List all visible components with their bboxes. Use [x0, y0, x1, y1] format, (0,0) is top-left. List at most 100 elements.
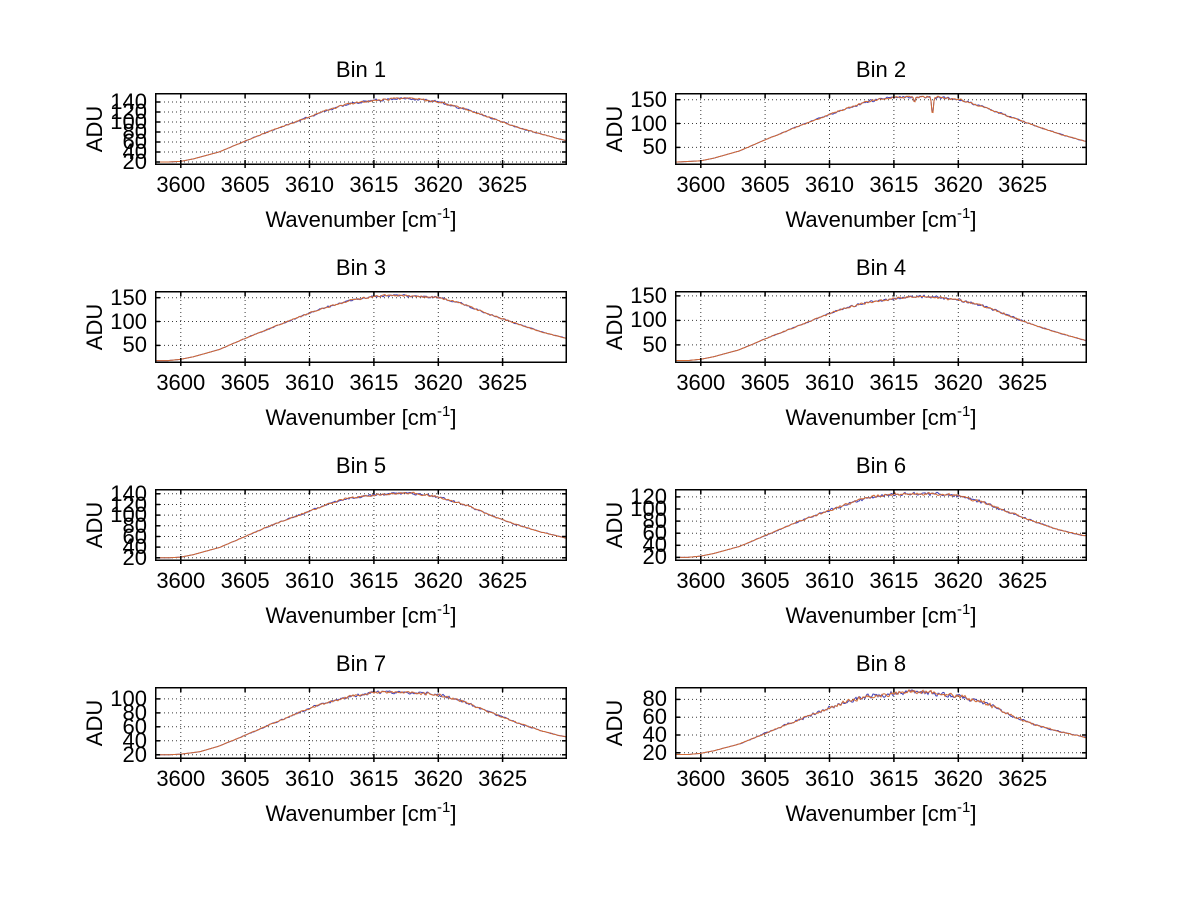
axis-ticks: [675, 489, 1087, 564]
x-axis-label-text: ]: [450, 405, 457, 430]
subplot-title: Bin 2: [855, 57, 907, 82]
subplot-title: Bin 1: [335, 57, 387, 82]
y-tick-label: 50: [642, 331, 667, 357]
y-tick-label: 20: [122, 741, 147, 767]
axis-ticks: [155, 291, 567, 366]
gridlines: [676, 490, 1086, 560]
axis-ticks: [675, 291, 1087, 366]
y-tick-label: 80: [122, 119, 147, 144]
x-axis-label: Wavenumber [cm-1]: [155, 403, 567, 431]
x-tick-label: 3620: [933, 766, 983, 791]
subplot-title: Bin 5: [335, 453, 387, 478]
gridlines: [676, 688, 1086, 758]
gridlines: [156, 490, 566, 560]
x-tick-label: 3605: [740, 568, 790, 593]
x-tick-label: 3620: [413, 370, 463, 395]
x-tick-label: 3600: [676, 172, 726, 197]
x-tick-label: 3615: [869, 568, 919, 593]
x-tick-label: 3610: [805, 370, 854, 395]
y-tick-label: 120: [630, 483, 667, 509]
spectrum-trace-main: [155, 491, 567, 559]
x-axis-label-superscript: -1: [437, 601, 451, 618]
x-axis-label-text: Wavenumber [cm: [265, 801, 438, 826]
x-axis-label-superscript: -1: [437, 799, 451, 816]
gridlines: [156, 688, 566, 758]
x-tick-label: 3620: [933, 370, 983, 395]
spectrum-traces: [155, 491, 567, 559]
axes-box: [155, 489, 567, 561]
x-tick-label: 3610: [285, 568, 334, 593]
y-tick-label: 100: [110, 685, 147, 711]
x-tick-label: 3615: [349, 766, 399, 791]
spectrum-trace-under: [675, 95, 1087, 163]
y-tick-label: 120: [110, 99, 147, 124]
y-tick-label: 100: [110, 502, 147, 528]
y-tick-label: 60: [122, 129, 147, 154]
y-tick-label: 20: [642, 544, 667, 570]
x-tick-label: 3600: [156, 766, 206, 791]
y-tick-label: 20: [122, 544, 147, 570]
axis-ticks: [155, 489, 567, 564]
plot-area: [155, 489, 567, 564]
x-tick-label: 3620: [933, 568, 983, 593]
axis-ticks: [675, 687, 1087, 762]
x-tick-label: 3600: [156, 568, 206, 593]
x-tick-label: 3620: [413, 766, 463, 791]
y-tick-label: 40: [642, 722, 667, 747]
plot-area: [155, 687, 567, 762]
subplot-title: Bin 7: [335, 651, 387, 676]
spectrum-trace-main: [675, 689, 1087, 756]
x-axis-label-text: ]: [450, 207, 457, 232]
x-axis-label-superscript: -1: [437, 403, 451, 420]
subplot-title: Bin 6: [855, 453, 907, 478]
x-axis-label-text: Wavenumber [cm: [785, 405, 958, 430]
x-axis-label-text: Wavenumber [cm: [785, 207, 958, 232]
axes-box: [155, 291, 567, 363]
gridlines: [676, 292, 1086, 362]
x-tick-label: 3605: [740, 370, 790, 395]
axes-box: [675, 93, 1087, 165]
axes-box: [155, 687, 567, 759]
axis-ticks: [155, 93, 567, 168]
y-tick-label: 80: [642, 508, 667, 534]
y-tick-label: 20: [642, 739, 667, 765]
y-tick-label: 80: [122, 699, 147, 725]
y-tick-label: 120: [110, 491, 147, 517]
x-tick-label: 3610: [285, 172, 334, 197]
gridlines: [156, 94, 566, 164]
axes-box: [675, 687, 1087, 759]
spectrum-trace-main: [155, 690, 567, 756]
x-tick-label: 3620: [413, 172, 463, 197]
y-tick-label: 100: [110, 109, 147, 134]
x-tick-label: 3625: [478, 766, 528, 791]
y-tick-label: 140: [110, 480, 147, 506]
x-axis-label-text: Wavenumber [cm: [265, 405, 438, 430]
x-axis-label-superscript: -1: [957, 403, 971, 420]
y-tick-label: 40: [122, 139, 147, 164]
x-tick-label: 3625: [998, 568, 1048, 593]
y-tick-label: 20: [122, 149, 147, 174]
spectrum-traces: [155, 690, 567, 756]
axes-box: [155, 93, 567, 165]
x-tick-label: 3615: [869, 766, 919, 791]
x-axis-label: Wavenumber [cm-1]: [675, 799, 1087, 827]
y-tick-label: 60: [642, 704, 667, 730]
plot-area: [155, 291, 567, 366]
axis-ticks: [675, 93, 1087, 168]
y-tick-label: 150: [630, 282, 667, 308]
x-tick-label: 3625: [478, 568, 528, 593]
axes-box: [675, 489, 1087, 561]
x-axis-label-superscript: -1: [957, 799, 971, 816]
x-tick-label: 3600: [676, 568, 726, 593]
plot-area: [675, 489, 1087, 564]
x-axis-label-text: ]: [970, 603, 977, 628]
x-axis-label: Wavenumber [cm-1]: [155, 205, 567, 233]
y-tick-label: 50: [122, 332, 147, 358]
gridlines: [676, 94, 1086, 164]
plot-area: [675, 687, 1087, 762]
y-tick-label: 60: [122, 523, 147, 549]
spectrum-traces: [155, 96, 567, 163]
x-axis-label-text: Wavenumber [cm: [265, 207, 438, 232]
spectrum-traces: [675, 95, 1087, 163]
